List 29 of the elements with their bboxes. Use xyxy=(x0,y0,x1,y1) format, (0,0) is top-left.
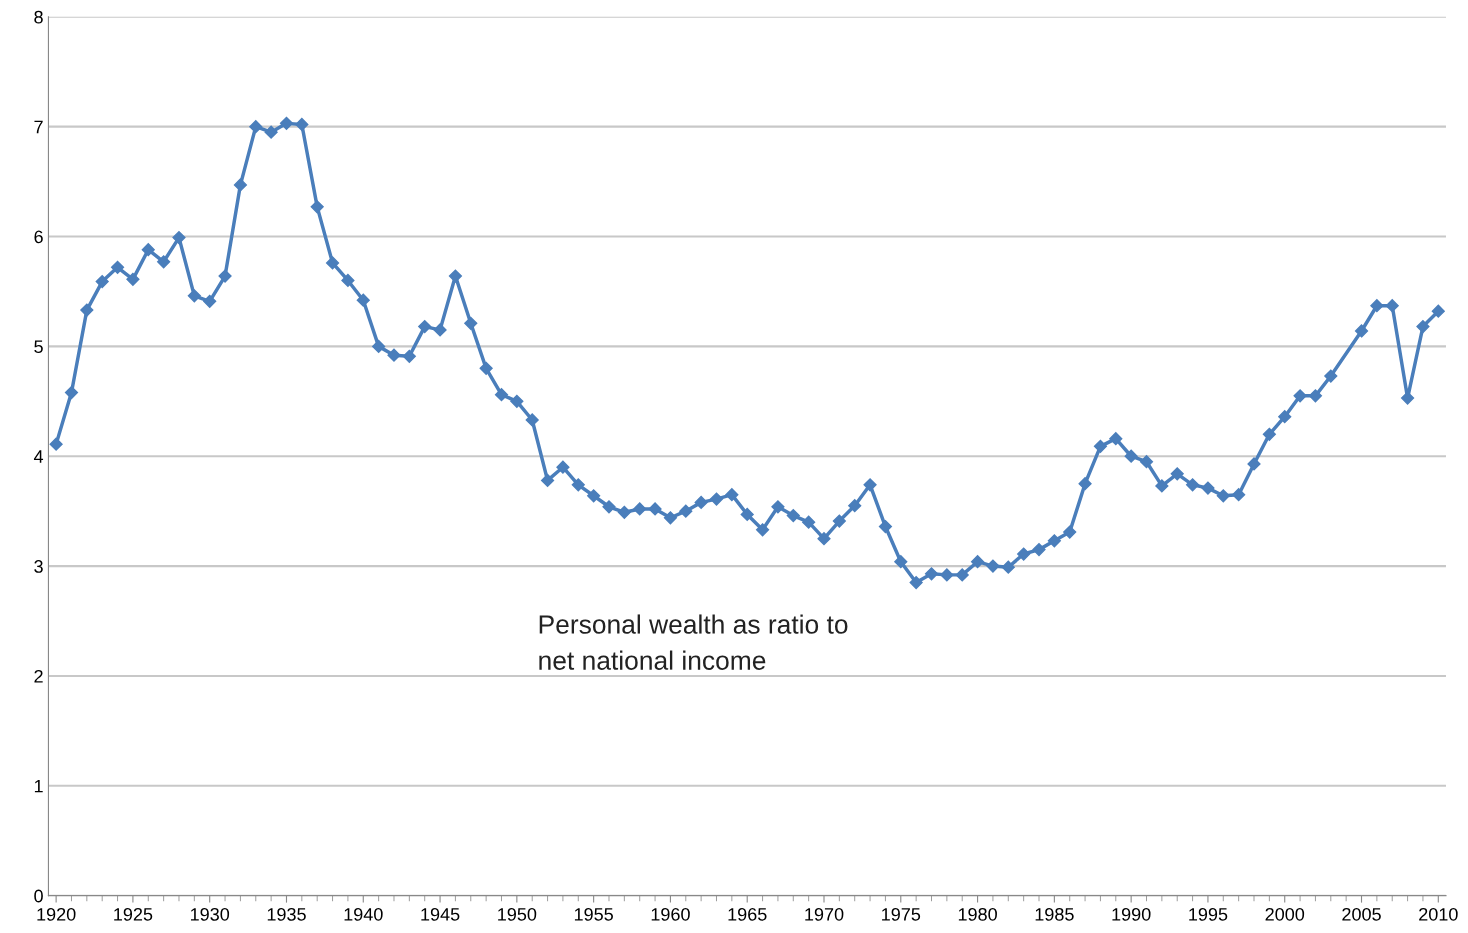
x-tick-label: 1935 xyxy=(267,907,306,921)
x-tick-label: 1955 xyxy=(574,907,613,921)
y-tick-label: 6 xyxy=(34,230,43,244)
x-tick-label: 1975 xyxy=(882,907,921,921)
x-tick-label: 1940 xyxy=(344,907,383,921)
y-tick-label: 0 xyxy=(34,889,43,903)
x-tick-label: 1980 xyxy=(958,907,997,921)
y-tick-label: 2 xyxy=(34,669,43,683)
x-tick-label: 2000 xyxy=(1265,907,1305,921)
y-tick-label: 7 xyxy=(34,120,43,134)
y-tick-label: 5 xyxy=(34,340,43,354)
x-tick-label: 1995 xyxy=(1189,907,1228,921)
y-tick-label: 4 xyxy=(33,450,44,463)
x-tick-label: 1920 xyxy=(37,907,76,921)
x-tick-label: 1990 xyxy=(1112,907,1151,921)
x-tick-label: 1985 xyxy=(1035,907,1074,921)
x-tick-label: 1945 xyxy=(421,907,460,921)
x-tick-label: 2010 xyxy=(1419,907,1458,921)
x-tick-label: 1970 xyxy=(805,907,844,921)
x-tick-label: 1950 xyxy=(498,907,537,921)
x-tick-label: 1960 xyxy=(651,907,690,921)
annotation: Personal wealth as ratio to net national income xyxy=(539,614,848,670)
y-tick-label: 1 xyxy=(34,779,43,793)
x-tick-label: 1965 xyxy=(728,907,767,921)
y-tick-label: 8 xyxy=(34,10,43,24)
y-tick-label: 3 xyxy=(34,560,43,573)
x-tick-label: 1930 xyxy=(190,907,230,921)
x-tick-label: 1925 xyxy=(114,907,153,921)
x-tick-label: 2005 xyxy=(1342,907,1381,921)
